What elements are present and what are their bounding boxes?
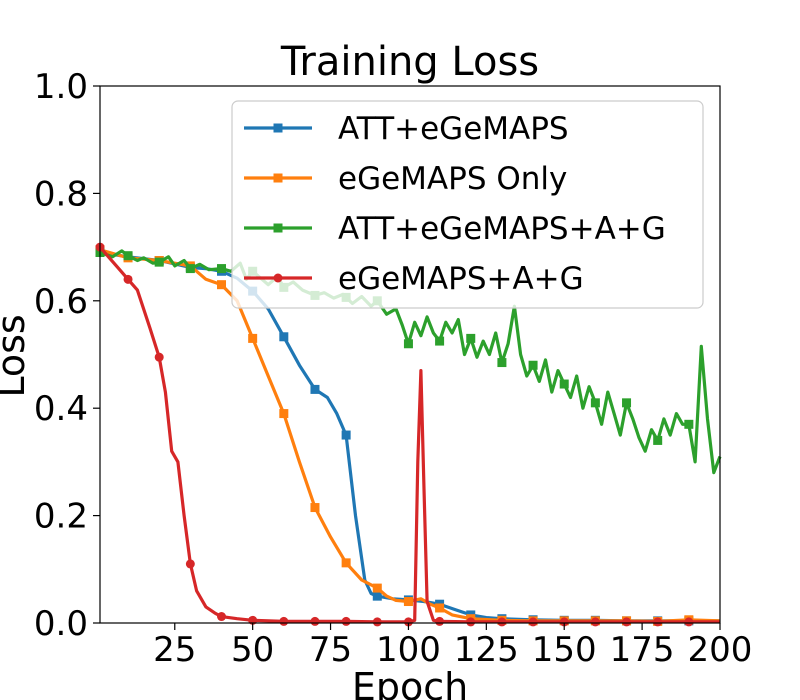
series-marker: [341, 430, 351, 440]
series-marker: [185, 264, 195, 274]
series-marker: [154, 352, 164, 362]
series-marker: [466, 617, 476, 627]
series-marker: [528, 360, 538, 370]
x-tick-label: 125: [454, 630, 519, 670]
x-tick-label: 200: [688, 630, 753, 670]
x-tick-label: 50: [231, 630, 274, 670]
legend-marker: [273, 223, 283, 233]
series-marker: [653, 617, 663, 627]
series-marker: [123, 274, 133, 284]
x-tick-label: 100: [376, 630, 441, 670]
legend: ATT+eGeMAPS eGeMAPS Only ATT+eGeMAPS+A+G eG…: [231, 100, 704, 309]
series-marker: [279, 332, 289, 342]
x-tick-label: 75: [309, 630, 352, 670]
series-marker: [123, 251, 133, 261]
series-marker: [466, 333, 476, 343]
series-line: [98, 246, 720, 624]
series-marker: [559, 617, 569, 627]
legend-marker: [273, 173, 283, 183]
series-marker: [528, 617, 538, 627]
plot-area: [95, 242, 722, 627]
legend-marker: [273, 123, 283, 133]
x-tick-label: 150: [532, 630, 597, 670]
series-marker: [341, 558, 351, 568]
series-marker: [590, 617, 600, 627]
x-axis-label: Epoch: [352, 665, 468, 700]
y-axis-ticks: 0.0 0.2 0.4 0.6 0.8 1.0: [34, 67, 100, 644]
series-marker: [622, 398, 632, 408]
series-marker: [279, 616, 289, 626]
series-marker: [590, 398, 600, 408]
series-marker: [217, 280, 227, 290]
series-marker: [403, 617, 413, 627]
x-axis-ticks: 25 50 75 100 125 150 175 200: [153, 623, 752, 670]
series-marker: [341, 616, 351, 626]
y-tick-label: 0.8: [34, 174, 88, 214]
legend-label: eGeMAPS Only: [338, 161, 567, 197]
series-marker: [435, 616, 445, 626]
x-tick-label: 25: [153, 630, 196, 670]
series-marker: [684, 419, 694, 429]
series-marker: [684, 617, 694, 627]
series-marker: [372, 583, 382, 593]
series-marker: [310, 616, 320, 626]
series-marker: [372, 591, 382, 601]
legend-label: ATT+eGeMAPS+A+G: [338, 211, 666, 247]
legend-marker: [273, 273, 283, 283]
legend-label: ATT+eGeMAPS: [338, 111, 569, 147]
series-marker: [559, 379, 569, 389]
y-tick-label: 0.2: [34, 497, 88, 537]
y-tick-label: 0.0: [34, 604, 88, 644]
series-marker: [185, 559, 195, 569]
series-marker: [217, 612, 227, 622]
series-marker: [310, 503, 320, 513]
series-marker: [403, 597, 413, 607]
series-marker: [217, 264, 227, 274]
plot-frame: [99, 85, 721, 624]
series-marker: [154, 257, 164, 267]
series-marker: [435, 603, 445, 613]
series-marker: [435, 336, 445, 346]
series-marker: [310, 384, 320, 394]
series-marker: [622, 617, 632, 627]
x-tick-label: 175: [610, 630, 675, 670]
series-marker: [372, 617, 382, 627]
y-tick-label: 1.0: [34, 67, 88, 107]
series-marker: [248, 333, 258, 343]
y-axis-label: Loss: [0, 314, 33, 397]
y-tick-label: 0.6: [34, 282, 88, 322]
series-3: [95, 242, 720, 627]
series-marker: [279, 409, 289, 419]
legend-box: [231, 100, 704, 309]
legend-label: eGeMAPS+A+G: [338, 261, 584, 297]
chart-title: Training Loss: [280, 39, 539, 85]
series-marker: [403, 339, 413, 349]
series-marker: [653, 435, 663, 445]
y-tick-label: 0.4: [34, 389, 88, 429]
series-marker: [497, 617, 507, 627]
series-marker: [497, 358, 507, 368]
